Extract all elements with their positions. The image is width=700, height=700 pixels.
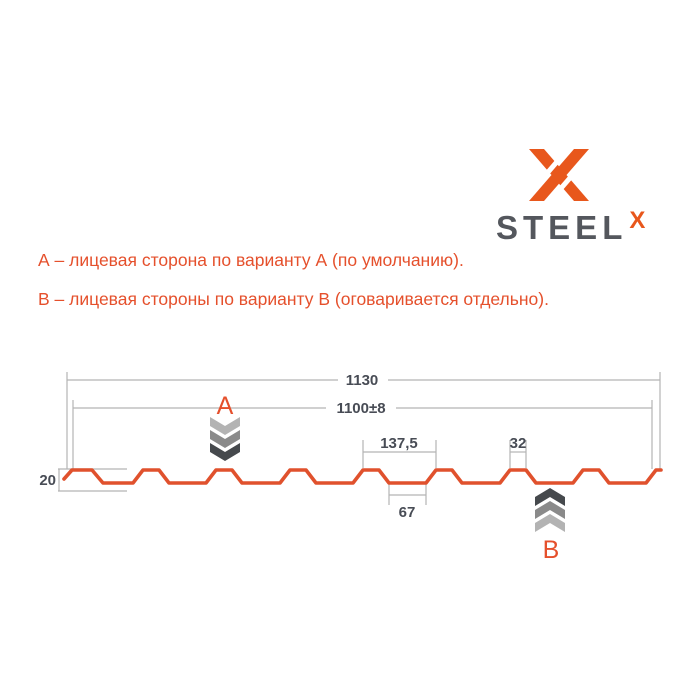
logo-brand-sup: X [629, 207, 646, 234]
legend-line-b: В – лицевая стороны по варианту В (огова… [38, 289, 549, 309]
legend-line-a: А – лицевая сторона по варианту А (по ум… [38, 250, 464, 270]
dim-overall-width-label: 1130 [346, 372, 379, 389]
side-b-marker: В [535, 488, 565, 564]
dim-profile-height-label: 20 [39, 472, 56, 489]
dim-overall-width: 1130 [66, 372, 661, 469]
dim-rib-bottom: 67 [388, 484, 427, 521]
side-b-label: В [543, 536, 560, 564]
dim-profile-height: 20 [39, 468, 127, 492]
side-a-chevron-down-icon [210, 417, 240, 461]
sheet-profile-outline [62, 468, 663, 485]
dim-rib-bottom-label: 67 [399, 504, 416, 521]
dim-working-width-label: 1100±8 [336, 400, 385, 417]
side-a-label: А [217, 392, 234, 420]
dim-rib-pitch-label: 137,5 [380, 435, 418, 452]
dim-rib-top: 32 [509, 435, 527, 468]
logo-brand-text: STEEL [496, 209, 628, 246]
logo-x-icon [529, 149, 589, 201]
logo-wordmark: STEELX [496, 207, 646, 246]
dim-rib-top-label: 32 [510, 435, 527, 452]
dim-working-width: 1100±8 [72, 400, 653, 469]
logo: STEELX [0, 0, 700, 250]
side-b-chevron-up-icon [535, 488, 565, 532]
dim-rib-pitch: 137,5 [362, 435, 437, 468]
side-a-marker: А [210, 392, 240, 461]
